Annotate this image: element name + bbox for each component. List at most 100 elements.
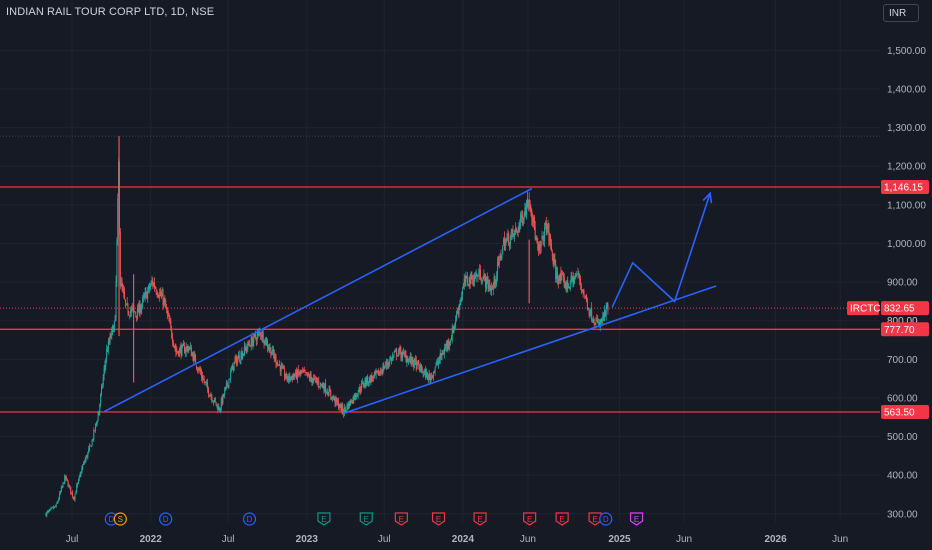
event-letter: E — [477, 515, 482, 524]
candle-body — [216, 404, 218, 406]
level-price-tag-text: 563.50 — [884, 408, 915, 419]
candle-body — [284, 368, 286, 378]
event-flag — [629, 512, 644, 526]
candle-body — [607, 303, 609, 312]
time-tick-label: 2025 — [608, 534, 631, 545]
dividend-event-marker[interactable]: S — [113, 512, 127, 526]
trend-drawings[interactable] — [104, 187, 717, 415]
candle-body — [583, 291, 585, 295]
candle-body — [347, 404, 349, 410]
event-letter: E — [399, 515, 404, 524]
candle-body — [194, 354, 196, 357]
candle-body — [355, 395, 357, 398]
candle-body — [93, 429, 95, 440]
earnings-event-marker[interactable]: E — [588, 512, 602, 526]
price-tick-label: 1,000.00 — [887, 239, 926, 250]
candle-body — [282, 367, 284, 369]
candle-body — [438, 359, 440, 362]
candle-body — [416, 361, 418, 369]
event-circle — [599, 512, 613, 526]
candle-body — [497, 262, 499, 275]
event-flag — [555, 512, 569, 526]
candle-body — [238, 355, 240, 362]
candle-body — [353, 396, 355, 400]
candle-body — [509, 243, 511, 248]
candle-body — [596, 319, 598, 321]
candle-body — [200, 370, 202, 374]
dividend-event-marker[interactable]: D — [159, 512, 173, 526]
candle-body — [334, 397, 336, 404]
candle-body — [72, 497, 74, 499]
price-axis[interactable]: 300.00 400.00 500.00 600.00 700.00 800.00 900.… — [887, 46, 926, 520]
candle-body — [278, 364, 280, 366]
candle-body — [106, 349, 108, 359]
time-axis[interactable]: Jul 2022 Jul 2023 Jul 2024 Jun 2025 Jun 2026 Jun — [66, 534, 849, 545]
candle-body — [89, 445, 91, 450]
currency-button[interactable]: INR — [883, 4, 919, 22]
candle-body — [458, 304, 460, 315]
candle-body — [308, 374, 310, 376]
candle-body — [364, 379, 366, 386]
earnings-event-marker[interactable]: E — [523, 512, 537, 526]
candle-body — [179, 347, 181, 350]
candle-body — [325, 383, 327, 393]
candle-body — [571, 276, 573, 281]
candle-body — [494, 276, 496, 284]
candle-body — [404, 354, 406, 356]
candle-body — [77, 479, 79, 484]
candle-body — [594, 323, 596, 325]
event-letter: E — [527, 515, 532, 524]
earnings-event-marker[interactable]: E — [394, 512, 408, 526]
candle-body — [346, 405, 348, 411]
earnings-event-marker[interactable]: E — [473, 512, 487, 526]
candle-body — [336, 397, 338, 402]
candle-body — [560, 272, 562, 281]
candle-body — [519, 222, 521, 226]
candle-body — [107, 341, 109, 351]
candle-body — [266, 341, 268, 346]
candle-body — [88, 448, 90, 452]
candle-body — [409, 356, 411, 361]
earnings-event-marker[interactable]: E — [431, 512, 446, 526]
candle-body — [258, 331, 260, 333]
candle-body — [264, 339, 266, 344]
candle-body — [95, 423, 97, 430]
candle-body — [313, 378, 315, 382]
earnings-event-marker[interactable]: E — [555, 512, 569, 526]
candle-body — [260, 332, 262, 336]
earnings-event-marker[interactable]: E — [317, 512, 331, 526]
candle-body — [561, 275, 563, 281]
earnings-event-marker[interactable]: E — [629, 512, 644, 526]
candle-body — [445, 344, 447, 349]
candle-body — [319, 386, 321, 388]
candle-body — [412, 356, 414, 363]
candle-body — [375, 371, 377, 375]
candle-body — [478, 274, 480, 277]
dividend-event-marker[interactable]: D — [599, 512, 613, 526]
candle-body — [361, 382, 363, 384]
candle-body — [161, 292, 163, 297]
candle-body — [469, 278, 471, 284]
candle-body — [245, 347, 247, 351]
candle-body — [379, 371, 381, 373]
candle-body — [580, 279, 582, 285]
earnings-event-marker[interactable]: E — [359, 512, 373, 526]
candle-body — [557, 277, 559, 284]
dividend-event-marker[interactable]: D — [242, 512, 257, 526]
candle-body — [99, 404, 101, 412]
level-price-tag-text: 1,146.15 — [884, 183, 923, 194]
candle-body — [135, 312, 137, 315]
candle-body — [377, 370, 379, 373]
candle-body — [392, 356, 394, 357]
candle-body — [527, 204, 529, 208]
candle-body — [184, 351, 186, 354]
candle-body — [126, 302, 128, 305]
candle-body — [432, 372, 434, 378]
candle-body — [286, 374, 288, 380]
candle-body — [365, 380, 367, 385]
candle-body — [548, 223, 550, 241]
candle-body — [255, 339, 257, 342]
candle-body — [422, 373, 424, 375]
